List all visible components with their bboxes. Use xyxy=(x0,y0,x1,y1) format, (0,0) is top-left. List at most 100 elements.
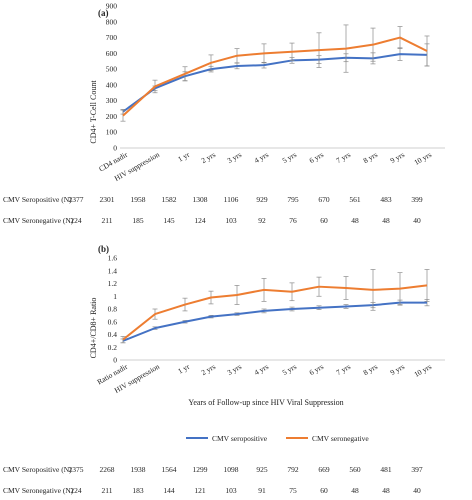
panel-a-series-seropositive xyxy=(120,43,430,115)
n-row-value: 792 xyxy=(287,465,299,474)
n-row-value: 224 xyxy=(70,486,82,495)
n-row-value: 2301 xyxy=(100,195,115,204)
panel-a-y-axis-label: CD4+ T-Cell Count xyxy=(89,80,98,144)
panel-b-x-tick-label: 8 yrs xyxy=(362,362,379,377)
panel-a-x-tick-label: 7 yrs xyxy=(335,150,352,165)
panel-a-y-tick-label: 300 xyxy=(106,96,118,105)
n-row-value: 1582 xyxy=(162,195,177,204)
n-row-value: 2375 xyxy=(69,465,84,474)
n-row-value: 48 xyxy=(351,486,359,495)
n-row-value: 91 xyxy=(258,486,266,495)
panel-b-x-tick-label: 10 yrs xyxy=(412,362,433,379)
panel-a-y-tick-label: 500 xyxy=(106,65,118,74)
n-row-value: 103 xyxy=(225,486,237,495)
legend-label-seropositive: CMV seropositive xyxy=(212,434,268,443)
panel-a-x-tick-label: 5 yrs xyxy=(281,150,298,165)
n-row-value: 92 xyxy=(258,216,266,225)
n-row-value: 60 xyxy=(320,486,328,495)
n-row-value: 1106 xyxy=(224,195,239,204)
n-row-value: 1308 xyxy=(193,195,208,204)
n-row-value: 925 xyxy=(256,465,268,474)
n-row-value: 1938 xyxy=(131,465,146,474)
legend-label-seronegative: CMV seronegative xyxy=(312,434,369,443)
panel-a-y-tick-label: 0 xyxy=(113,144,117,153)
panel-b-series-seropositive xyxy=(120,299,430,344)
panel-b-x-tick-label: 3 yrs xyxy=(226,362,243,377)
panel-a-y-tick-label: 600 xyxy=(106,49,118,58)
n-row-value: 75 xyxy=(289,486,297,495)
n-row-value: 929 xyxy=(256,195,268,204)
panel-a-y-tick-label: 400 xyxy=(106,80,118,89)
n-row-value: 670 xyxy=(318,195,330,204)
series-line-seropositive xyxy=(122,53,428,113)
n-row-value: 669 xyxy=(318,465,330,474)
panel-a-label: (a) xyxy=(98,8,109,18)
n-row-label: CMV Seronegative (N) xyxy=(3,486,74,495)
panel-b-y-tick-label: 0 xyxy=(113,356,117,365)
series-line-seronegative xyxy=(122,284,428,341)
panel-b-y-tick-label: 1.4 xyxy=(108,266,118,275)
n-row-value: 1958 xyxy=(131,195,146,204)
n-row-value: 40 xyxy=(413,486,421,495)
series-line-seronegative xyxy=(122,36,428,117)
panel-a-x-tick-label: 10 yrs xyxy=(412,150,433,167)
panel-a-x-tick-label: 9 yrs xyxy=(389,150,406,165)
panel-a-series-seronegative xyxy=(120,24,430,122)
panel-b-x-tick-label: 6 yrs xyxy=(308,362,325,377)
n-row-value: 795 xyxy=(287,195,299,204)
legend: CMV seropositive CMV seronegative xyxy=(186,434,369,443)
n-row-value: 1098 xyxy=(224,465,239,474)
panel-b-y-tick-label: 0.6 xyxy=(108,317,118,326)
n-row-value: 211 xyxy=(102,216,113,225)
panel-b-y-tick-label: 0.8 xyxy=(108,305,118,314)
n-row-label: CMV Seronegative (N) xyxy=(3,216,74,225)
panel-a-x-tick-label: 1 yr xyxy=(176,150,191,164)
panel-a-y-tick-label: 200 xyxy=(106,112,118,121)
n-row-value: 60 xyxy=(320,216,328,225)
n-row-value: 185 xyxy=(132,216,144,225)
n-row-value: 399 xyxy=(411,195,423,204)
panel-a-y-tick-label: 900 xyxy=(106,2,118,11)
chart-panel-b: (b) CD4+/CD8+ Ratio Years of Follow-up s… xyxy=(89,244,445,407)
panel-a-y-tick-label: 800 xyxy=(106,17,118,26)
n-row-value: 1564 xyxy=(162,465,177,474)
n-row-value: 144 xyxy=(163,486,175,495)
n-row-value: 124 xyxy=(194,216,206,225)
n-at-risk-tables: CMV Seropositive (N) 2377 2301 1958 1582 1308… xyxy=(3,195,423,495)
panel-a-x-tick-label: 8 yrs xyxy=(362,150,379,165)
n-row-value: 561 xyxy=(349,195,361,204)
panel-b-y-tick-label: 1 xyxy=(113,292,117,301)
n-row-value: 483 xyxy=(380,195,392,204)
n-row-value: 1299 xyxy=(193,465,208,474)
n-row-value: 2377 xyxy=(69,195,84,204)
panel-a-x-tick-label: 3 yrs xyxy=(226,150,243,165)
panel-a-y-tick-label: 100 xyxy=(106,128,118,137)
n-row-value: 145 xyxy=(163,216,175,225)
panel-b-x-tick-label: 2 yrs xyxy=(200,362,217,377)
panel-a-x-tick-label: 4 yrs xyxy=(253,150,270,165)
panel-b-x-tick-label: 7 yrs xyxy=(335,362,352,377)
n-row-value: 211 xyxy=(102,486,113,495)
panel-a-y-tick-label: 700 xyxy=(106,33,118,42)
panel-b-x-axis-label: Years of Follow-up since HIV Viral Suppr… xyxy=(188,398,343,407)
series-line-seropositive xyxy=(122,301,427,342)
panel-b-y-tick-label: 0.4 xyxy=(108,330,118,339)
panel-b-x-tick-label: 9 yrs xyxy=(389,362,406,377)
n-row-value: 40 xyxy=(413,216,421,225)
panel-b-y-tick-label: 0.2 xyxy=(108,343,118,352)
panel-b-y-tick-label: 1.6 xyxy=(108,254,118,263)
panel-a-x-tick-label: 6 yrs xyxy=(308,150,325,165)
n-row-value: 121 xyxy=(194,486,206,495)
panel-b-x-tick-label: 1 yr xyxy=(176,362,191,376)
n-row-value: 2268 xyxy=(100,465,115,474)
n-row-label: CMV Seropositive (N) xyxy=(3,465,72,474)
panel-b-x-tick-label: 5 yrs xyxy=(281,362,298,377)
n-row-value: 48 xyxy=(351,216,359,225)
n-row-value: 224 xyxy=(70,216,82,225)
n-row-value: 397 xyxy=(411,465,423,474)
n-row-value: 48 xyxy=(382,486,390,495)
panel-b-x-tick-label: 4 yrs xyxy=(253,362,270,377)
n-row-value: 103 xyxy=(225,216,237,225)
panel-b-series-seronegative xyxy=(120,269,430,344)
